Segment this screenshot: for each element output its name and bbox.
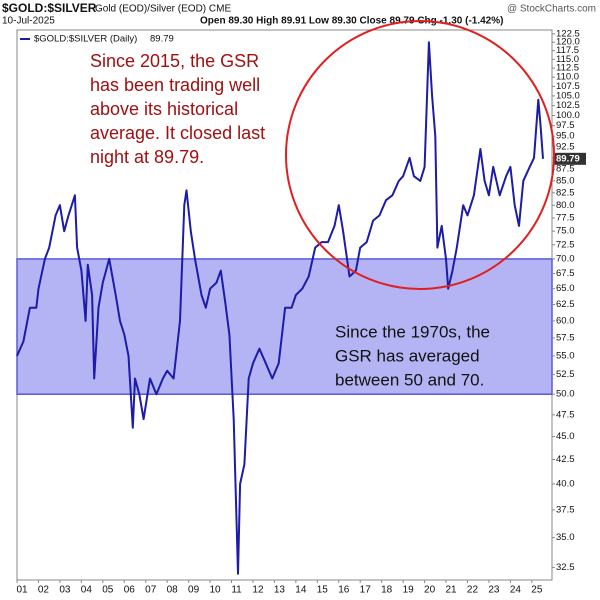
y-tick-label: 42.5 [556,454,575,465]
annotation: above its historical [90,99,238,119]
y-tick-label: 52.5 [556,369,575,380]
x-tick-label: 05 [102,585,114,596]
x-tick-label: 07 [145,585,157,596]
x-tick-label: 23 [488,585,500,596]
x-tick-label: 01 [16,585,28,596]
y-tick-label: 47.5 [556,409,575,420]
quote: Open 89.30 High 89.91 Low 89.30 Close 89… [200,16,503,27]
x-tick-label: 11 [231,585,242,596]
y-tick-label: 35.0 [556,532,575,543]
annotation: average. It closed last [90,123,265,143]
x-tick-label: 17 [360,585,372,596]
x-tick-label: 25 [531,585,543,596]
y-tick-label: 75.0 [556,226,575,237]
x-tick-label: 14 [295,585,307,596]
series-line [16,41,544,575]
y-tick-label: 67.5 [556,268,575,279]
y-tick-label: 32.5 [556,562,575,573]
y-tick-label: 82.5 [556,187,575,198]
y-tick-label: 105.0 [556,90,580,101]
x-tick-label: 24 [510,585,522,596]
x-tick-label: 13 [274,585,286,596]
y-tick-label: 102.5 [556,100,580,111]
annotation: Since the 1970s, the [335,322,490,341]
x-tick-label: 12 [252,585,264,596]
x-tick-label: 15 [317,585,329,596]
y-tick-label: 65.0 [556,283,575,294]
y-tick-label: 77.5 [556,213,575,224]
legend-value: 89.79 [150,34,174,45]
x-tick-label: 16 [338,585,350,596]
x-tick-label: 04 [81,585,93,596]
date: 10-Jul-2025 [2,16,55,27]
annotation: Since 2015, the GSR [90,51,259,71]
legend-label: $GOLD:$SILVER (Daily) [34,34,137,45]
chart-subtitle: Gold (EOD)/Silver (EOD) CME [95,4,231,15]
y-tick-label: 115.0 [556,54,579,65]
y-tick-label: 87.5 [556,164,575,175]
y-tick-label: 55.0 [556,350,575,361]
x-tick-label: 09 [188,585,200,596]
x-tick-label: 22 [467,585,479,596]
annotation: between 50 and 70. [335,370,484,389]
last-value-box [553,152,586,165]
y-tick-label: 117.5 [556,45,579,56]
y-tick-label: 57.5 [556,333,575,344]
y-tick-label: 80.0 [556,200,575,211]
y-tick-label: 100.0 [556,110,580,121]
y-tick-label: 60.0 [556,315,575,326]
y-tick-label: 50.0 [556,389,575,400]
annotation: night at 89.79. [90,147,204,167]
y-tick-label: 85.0 [556,175,575,186]
y-tick-label: 97.5 [556,120,575,131]
y-tick-label: 120.0 [556,37,580,48]
y-tick-label: 122.5 [556,28,580,39]
highlight-circle [285,20,555,290]
x-tick-label: 10 [210,585,222,596]
x-tick-label: 21 [445,585,457,596]
y-tick-label: 112.5 [556,63,579,74]
x-tick-label: 03 [59,585,71,596]
y-tick-label: 107.5 [556,81,580,92]
x-tick-label: 02 [38,585,50,596]
x-tick-label: 19 [403,585,415,596]
y-tick-label: 40.0 [556,478,575,489]
x-tick-label: 18 [381,585,393,596]
y-tick-label: 62.5 [556,299,575,310]
chart-title: $GOLD:$SILVER [2,1,97,15]
x-tick-label: 06 [124,585,136,596]
y-tick-label: 45.0 [556,431,575,442]
x-tick-label: 20 [424,585,436,596]
source: @ StockCharts.com [507,4,596,15]
last-value-label: 89.79 [556,153,580,164]
y-tick-label: 92.5 [556,141,575,152]
y-tick-label: 70.0 [556,253,575,264]
y-tick-label: 95.0 [556,131,575,142]
y-tick-label: 110.0 [556,72,579,83]
annotation: has been trading well [90,75,260,95]
y-tick-label: 72.5 [556,239,575,250]
y-tick-label: 37.5 [556,504,575,515]
x-tick-label: 08 [167,585,179,596]
annotation: GSR has averaged [335,346,480,365]
